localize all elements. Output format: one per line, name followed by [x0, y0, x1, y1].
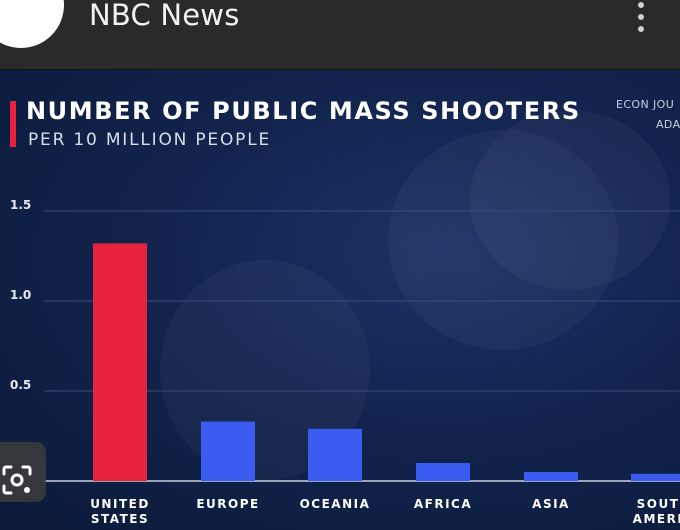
logo-badge[interactable]: [0, 0, 64, 48]
x-tick-label: AFRICA: [414, 497, 472, 511]
app-title: NBC News: [89, 0, 240, 32]
lens-icon[interactable]: [0, 463, 34, 497]
y-tick-label: 1.0: [10, 288, 31, 302]
x-tick-label: SOUT: [637, 497, 680, 511]
chart-subtitle: PER 10 MILLION PEOPLE: [28, 130, 272, 150]
app-bar: NBC News: [0, 0, 680, 70]
x-tick-label: AMERI: [633, 512, 680, 526]
bar: [524, 472, 578, 481]
x-tick-label: OCEANIA: [300, 497, 371, 511]
chart-title: NUMBER OF PUBLIC MASS SHOOTERS: [26, 97, 581, 125]
x-tick-label: UNITED: [90, 497, 150, 511]
x-tick-label: STATES: [91, 512, 149, 526]
title-accent: [10, 101, 16, 147]
more-vert-icon[interactable]: [633, 0, 649, 36]
bar: [631, 473, 680, 481]
x-tick-label: ASIA: [532, 497, 570, 511]
source-line-1: ECON JOU: [616, 98, 675, 111]
bar: [93, 243, 147, 481]
bar: [416, 463, 470, 481]
bar: [201, 421, 255, 481]
y-tick-label: 1.5: [10, 198, 31, 212]
x-tick-label: EUROPE: [196, 497, 259, 511]
y-tick-label: 0.5: [10, 378, 31, 392]
source-line-2: ADA: [656, 118, 680, 131]
bar: [308, 428, 362, 481]
